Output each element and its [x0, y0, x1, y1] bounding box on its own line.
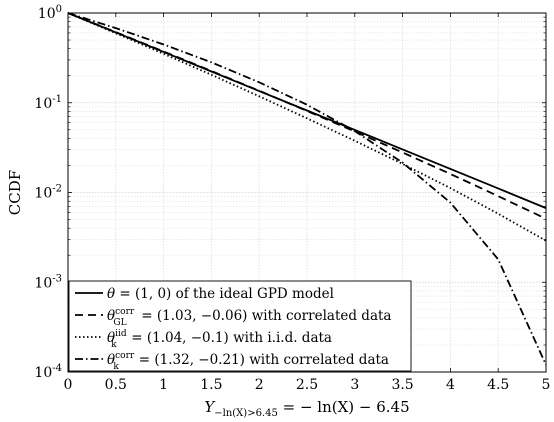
y-tick-label: 10-4	[34, 363, 62, 381]
x-tick-label: 3.5	[391, 377, 413, 393]
legend-label: θiid k = (1.04, −0.1) with i.i.d. data	[107, 329, 332, 350]
x-tick-label: 0	[64, 377, 73, 393]
x-axis-label: Y−ln(X)>6.45 = − ln(X) − 6.45	[204, 398, 409, 419]
series-line-4	[67, 12, 547, 366]
x-tick-label: 0.5	[105, 377, 127, 393]
series-line-1	[67, 12, 547, 209]
y-axis-label: CCDF	[6, 170, 24, 215]
x-tick-label: 1.5	[200, 377, 222, 393]
legend-label: θcorr GL = (1.03, −0.06) with correlated …	[107, 307, 391, 328]
legend-box	[68, 280, 412, 372]
x-tick-label: 4	[446, 377, 455, 393]
x-tick-label: 4.5	[487, 377, 509, 393]
y-tick-label: 10-2	[34, 184, 62, 202]
y-tick-label: 10-1	[34, 94, 62, 112]
axis-ticks: 0 0.5 1 1.5 2 2.5 3 3.5 4 4.5 5 10-4 10-3 10-2 10-1 100	[34, 4, 550, 393]
series-line-2	[67, 12, 547, 220]
series-layer	[67, 12, 547, 366]
y-tick-label: 100	[38, 4, 62, 22]
x-tick-label: 1	[159, 377, 168, 393]
legend: θ = (1, 0) of the ideal GPD model θcorr GL…	[68, 280, 412, 372]
x-tick-label: 3	[350, 377, 359, 393]
x-axis-label-main: Y	[204, 398, 216, 416]
x-tick-label: 2.5	[296, 377, 318, 393]
x-tick-label: 2	[255, 377, 264, 393]
x-axis-label-rest: = − ln(X) − 6.45	[278, 398, 410, 416]
x-axis-label-sub: −ln(X)>6.45	[214, 408, 278, 419]
y-tick-label: 10-3	[34, 273, 62, 291]
series-line-3	[67, 12, 547, 242]
legend-label: θ = (1, 0) of the ideal GPD model	[107, 286, 334, 302]
x-tick-label: 5	[542, 377, 551, 393]
legend-label: θcorr k = (1.32, −0.21) with correlated d…	[107, 351, 389, 372]
